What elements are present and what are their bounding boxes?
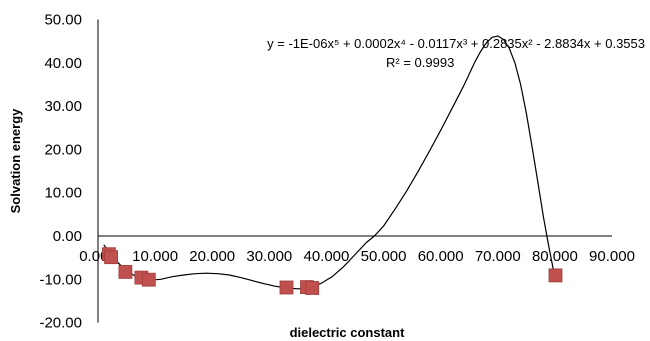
polynomial-trendline: [103, 35, 557, 290]
y-tick-label: 50.00: [44, 12, 82, 29]
data-point-marker: [118, 264, 133, 279]
y-tick-label: 30.00: [44, 98, 82, 115]
x-tick-label: 70.000: [475, 248, 521, 265]
y-tick-label: -20.00: [39, 315, 82, 332]
data-point-marker: [279, 280, 294, 295]
x-axis-ticks: 0.000 10.000 20.000 30.000 40.000 50.000 60.00…: [79, 248, 635, 265]
y-tick-label: 20.00: [44, 141, 82, 158]
x-tick-label: 30.000: [246, 248, 292, 265]
trendline-equation: y = -1E-06x⁵ + 0.0002x⁴ - 0.0117x³ + 0.2…: [267, 36, 645, 51]
x-tick-label: 90.000: [589, 248, 635, 265]
x-tick-label: 10.000: [132, 248, 178, 265]
x-tick-label: 60.000: [418, 248, 464, 265]
y-tick-label: 0.00: [53, 228, 82, 245]
data-point-marker: [104, 250, 118, 265]
x-tick-label: 80.000: [532, 248, 578, 265]
x-tick-label: 50.000: [361, 248, 407, 265]
y-axis-title: Solvation energy: [8, 108, 23, 214]
y-tick-label: 10.00: [44, 185, 82, 202]
y-tick-label: -10.00: [39, 271, 82, 288]
data-points: [102, 247, 563, 295]
x-tick-label: 40.000: [303, 248, 349, 265]
r-squared-label: R² = 0.9993: [386, 55, 454, 70]
y-tick-label: 40.00: [44, 55, 82, 72]
data-point-marker: [548, 268, 563, 283]
data-point-marker: [141, 272, 156, 287]
data-point-marker: [305, 281, 320, 295]
y-axis-ticks: 50.00 40.00 30.00 20.00 10.00 0.00 -10.00 -20.0…: [39, 12, 82, 332]
x-axis-title: dielectric constant: [290, 325, 406, 340]
x-tick-label: 20.000: [189, 248, 235, 265]
